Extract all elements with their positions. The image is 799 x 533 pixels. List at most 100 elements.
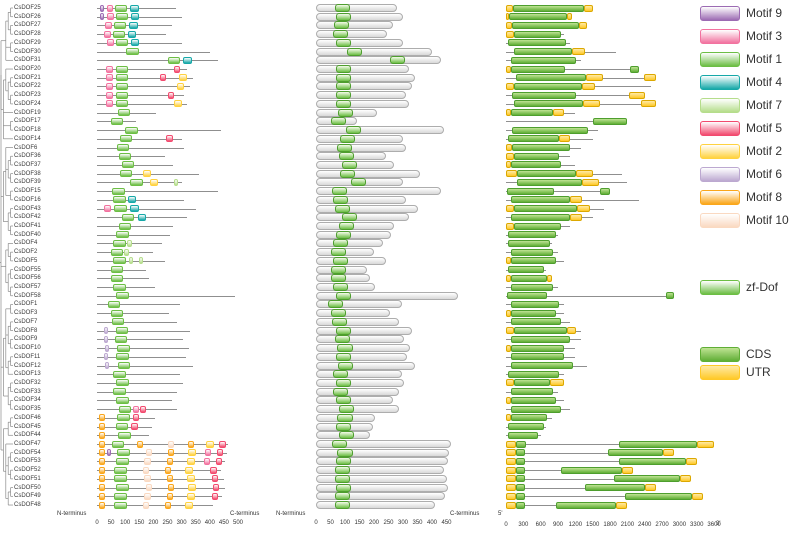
- motif-3-box: [105, 21, 113, 29]
- motif-4-box: [130, 39, 140, 47]
- protein-line: [97, 321, 178, 323]
- cds-box: [511, 405, 562, 413]
- motif-1-box: [107, 300, 121, 308]
- cds-box: [555, 501, 617, 509]
- panel3-3prime-label: 3': [716, 521, 721, 527]
- utr-box: [506, 82, 515, 90]
- gene-label: CsDOF32: [14, 379, 41, 386]
- utr-box: [506, 396, 512, 404]
- gene-label: CsDOF43: [14, 205, 41, 212]
- phylogenetic-tree: [0, 7, 13, 506]
- utr-box: [506, 4, 513, 12]
- cds-box: [512, 126, 589, 134]
- cds-box: [507, 187, 554, 195]
- gene-label: CsDOF8: [14, 327, 38, 334]
- cds-box: [511, 161, 562, 169]
- utr-box: [567, 327, 576, 335]
- zf-dof-box: [339, 134, 355, 143]
- gene-label: CsDOF4: [14, 240, 38, 247]
- motif-4-box: [128, 30, 137, 38]
- protein-line: [97, 226, 174, 227]
- gene-label: CsDOF38: [14, 170, 41, 177]
- cds-box: [511, 344, 565, 352]
- motif-10-box: [168, 440, 175, 448]
- zf-dof-box: [336, 230, 352, 239]
- cds-box: [516, 74, 586, 82]
- zf-dof-box: [330, 309, 346, 318]
- protein-line: [97, 461, 226, 463]
- axis-tick: 0: [314, 520, 318, 526]
- utr-box: [506, 440, 517, 448]
- axis-tick: 250: [162, 520, 173, 526]
- zf-dof-box: [346, 47, 362, 56]
- utr-box: [506, 65, 512, 73]
- motif-8-box: [166, 475, 174, 483]
- domain-backbone-bar: [316, 352, 408, 361]
- motif-6-box: [104, 362, 110, 370]
- gene-label: CsDOF46: [14, 414, 41, 421]
- zf-dof-box: [335, 4, 351, 12]
- zf-dof-box: [335, 73, 351, 82]
- domain-backbone-bar: [316, 230, 392, 239]
- motif-6-box: [103, 353, 109, 361]
- domain-backbone-bar: [316, 91, 406, 100]
- legend-motif-label: Motif 9: [746, 6, 783, 20]
- axis-tick: 200: [148, 520, 159, 526]
- motif-2-box: [184, 501, 193, 509]
- gene-label: CsDOF29: [14, 39, 41, 46]
- utr-box: [506, 222, 515, 230]
- cds-box: [514, 48, 573, 56]
- motif-1-box: [110, 309, 123, 317]
- protein-line: [97, 278, 150, 280]
- cds-box: [516, 178, 582, 186]
- zf-dof-box: [336, 143, 352, 152]
- motif-1-box: [115, 39, 129, 47]
- zf-dof-box: [336, 457, 352, 466]
- motif-1-box: [114, 492, 127, 500]
- gene-line: [506, 295, 674, 297]
- zf-dof-box: [333, 21, 350, 30]
- utr-box: [506, 449, 517, 457]
- domain-backbone-bar: [316, 213, 409, 222]
- motif-8-box: [99, 414, 106, 422]
- gene-label: CsDOF48: [14, 502, 41, 509]
- motif-2-box: [176, 82, 185, 90]
- cds-box: [509, 13, 568, 21]
- motif-1-box: [118, 405, 132, 413]
- axis-tick: 1200: [568, 522, 583, 528]
- gene-label: CsDOF50: [14, 484, 41, 491]
- gene-label: CsDOF33: [14, 388, 41, 395]
- gene-label: CsDOF5: [14, 257, 38, 264]
- cds-box: [619, 440, 698, 448]
- motif-3-box: [107, 13, 114, 21]
- utr-box: [662, 449, 674, 457]
- zf-dof-box: [342, 213, 358, 222]
- zf-dof-box: [327, 300, 343, 309]
- motif-8-box: [137, 440, 144, 448]
- utr-box: [506, 21, 512, 29]
- zf-dof-box: [334, 492, 350, 501]
- protein-line: [97, 374, 181, 376]
- zf-dof-box: [338, 431, 354, 440]
- motif-1-box: [110, 248, 123, 256]
- legend-motif-swatch: [700, 213, 740, 228]
- gene-label: CsDOF36: [14, 153, 41, 160]
- motif-1-box: [113, 388, 126, 396]
- protein-line: [97, 496, 223, 498]
- gene-line: [506, 69, 639, 71]
- protein-line: [97, 208, 196, 210]
- utr-box: [584, 4, 593, 12]
- domain-backbone-bar: [316, 143, 406, 152]
- utr-box: [506, 414, 512, 422]
- utr-box: [506, 475, 517, 483]
- cds-box: [511, 65, 565, 73]
- domain-backbone-bar: [316, 12, 403, 21]
- protein-line: [97, 191, 219, 193]
- motif-1-box: [117, 109, 131, 117]
- utr-box: [506, 484, 517, 492]
- protein-line: [97, 147, 185, 149]
- gene-label: CsDOF44: [14, 432, 41, 439]
- legend-motif-swatch: [700, 6, 740, 21]
- domain-backbone-bar: [316, 99, 409, 108]
